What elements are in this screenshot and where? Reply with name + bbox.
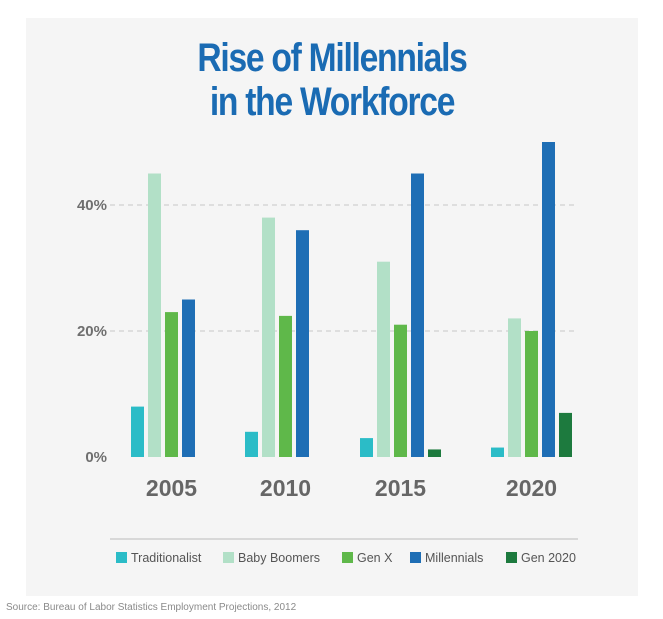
- x-tick-label: 2020: [506, 475, 557, 501]
- legend-swatch: [223, 552, 234, 563]
- source-note: Source: Bureau of Labor Statistics Emplo…: [6, 602, 297, 613]
- bar-traditionalist-2010: [245, 431, 258, 457]
- bar-traditionalist-2005: [131, 406, 144, 457]
- bar-millennials-2020: [542, 142, 555, 457]
- x-tick-label: 2005: [146, 475, 197, 501]
- bar-gen-x-2020: [525, 331, 538, 457]
- chart-title-line-1: Rise of Millennials: [197, 36, 467, 80]
- legend-label: Baby Boomers: [238, 551, 320, 565]
- y-tick-label: 40%: [77, 197, 107, 214]
- bar-traditionalist-2015: [360, 438, 373, 457]
- legend-label: Gen X: [357, 551, 393, 565]
- legend-swatch: [116, 552, 127, 563]
- y-tick-label: 0%: [85, 449, 107, 466]
- bar-gen-2020-2015: [428, 449, 441, 457]
- x-tick-label: 2010: [260, 475, 311, 501]
- chart-title-line-2: in the Workforce: [209, 80, 456, 124]
- bar-baby-boomers-2005: [148, 173, 161, 457]
- bar-gen-x-2010: [279, 315, 292, 457]
- bar-baby-boomers-2010: [262, 217, 275, 457]
- bar-gen-x-2015: [394, 324, 407, 457]
- legend-label: Traditionalist: [131, 551, 202, 565]
- bar-millennials-2010: [296, 230, 309, 457]
- legend-swatch: [410, 552, 421, 563]
- bar-millennials-2005: [182, 299, 195, 457]
- bar-traditionalist-2020: [491, 447, 504, 457]
- x-tick-label: 2015: [375, 475, 426, 501]
- legend-swatch: [506, 552, 517, 563]
- bar-baby-boomers-2020: [508, 318, 521, 457]
- bar-gen-x-2005: [165, 312, 178, 457]
- bar-baby-boomers-2015: [377, 261, 390, 457]
- legend-label: Millennials: [425, 551, 483, 565]
- legend-swatch: [342, 552, 353, 563]
- chart-title: Rise of Millennials in the Workforce: [75, 36, 589, 124]
- bar-gen-2020-2020: [559, 412, 572, 457]
- y-tick-label: 20%: [77, 323, 107, 340]
- bar-millennials-2015: [411, 173, 424, 457]
- chart-panel: [26, 18, 638, 596]
- legend-label: Gen 2020: [521, 551, 576, 565]
